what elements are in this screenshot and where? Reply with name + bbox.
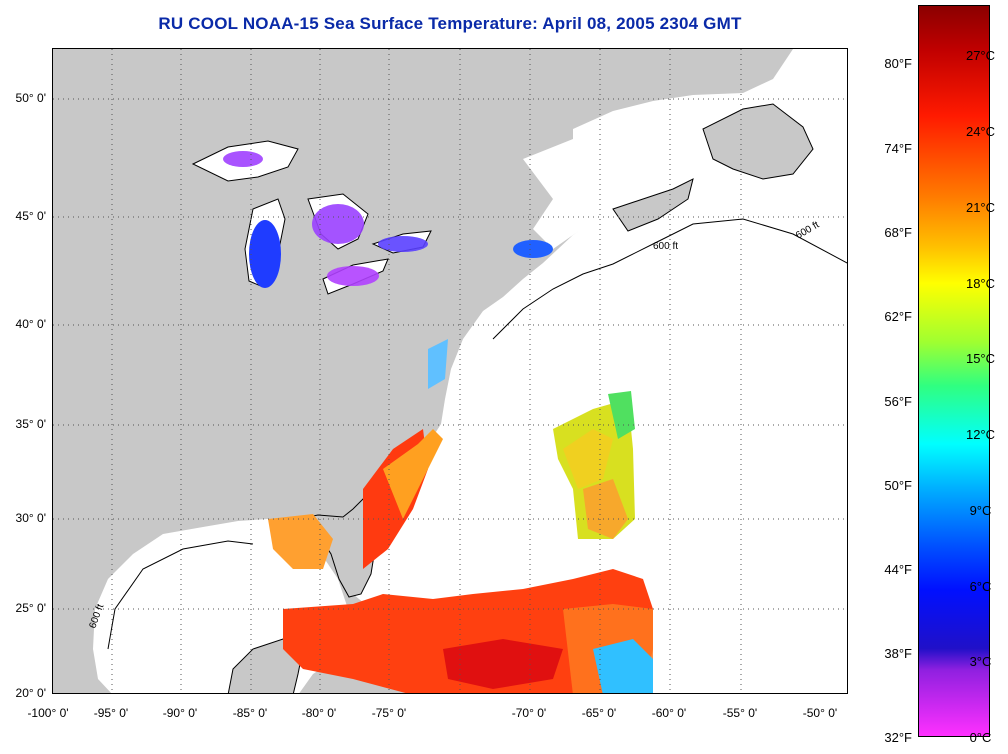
lon-label-60: -60° 0' (651, 706, 687, 720)
nova-scotia (612, 178, 694, 232)
f-label-74: 74°F (884, 141, 912, 156)
lat-label-25: 25° 0' (15, 601, 46, 615)
sst-map[interactable]: 600 ft 600 ft 600 ft (52, 48, 848, 694)
isobath-600ft (107, 218, 847, 650)
c-label-9: 9°C (969, 503, 992, 518)
f-label-50: 50°F (884, 478, 912, 493)
lat-label-50: 50° 0' (15, 91, 46, 105)
lon-label-95: -95° 0' (93, 706, 129, 720)
c-label-0: 0°C (969, 730, 992, 745)
lon-label-90: -90° 0' (162, 706, 198, 720)
f-label-44: 44°F (884, 562, 912, 577)
lon-label-100: -100° 0' (27, 706, 69, 720)
lat-label-45: 45° 0' (15, 209, 46, 223)
f-label-38: 38°F (884, 646, 912, 661)
f-label-68: 68°F (884, 225, 912, 240)
c-label-18: 18°C (965, 276, 996, 291)
temperature-colorbar (918, 5, 990, 737)
isobath-label-northeast: 600 ft (653, 241, 678, 252)
lon-label-75: -75° 0' (371, 706, 407, 720)
lat-label-35: 35° 0' (15, 417, 46, 431)
gulf-st-lawrence (523, 109, 693, 249)
c-label-21: 21°C (965, 200, 996, 215)
c-label-15: 15°C (965, 351, 996, 366)
c-label-24: 24°C (965, 124, 996, 139)
lon-label-50: -50° 0' (802, 706, 838, 720)
c-label-3: 3°C (969, 654, 992, 669)
lon-label-65: -65° 0' (581, 706, 617, 720)
lon-label-85: -85° 0' (232, 706, 268, 720)
lat-label-30: 30° 0' (15, 511, 46, 525)
f-label-32: 32°F (884, 730, 912, 745)
lon-label-80: -80° 0' (301, 706, 337, 720)
map-canvas: 600 ft 600 ft 600 ft (53, 49, 847, 693)
map-title: RU COOL NOAA-15 Sea Surface Temperature:… (158, 14, 742, 33)
f-label-56: 56°F (884, 394, 912, 409)
lat-label-20: 20° 0' (15, 686, 46, 700)
c-label-12: 12°C (965, 427, 996, 442)
newfoundland (702, 103, 814, 180)
c-label-6: 6°C (969, 579, 992, 594)
lon-label-70: -70° 0' (511, 706, 547, 720)
f-label-80: 80°F (884, 56, 912, 71)
c-label-27: 27°C (965, 48, 996, 63)
f-label-62: 62°F (884, 309, 912, 324)
lat-label-40: 40° 0' (15, 317, 46, 331)
atlantic-ocean (349, 49, 847, 693)
lon-label-55: -55° 0' (722, 706, 758, 720)
